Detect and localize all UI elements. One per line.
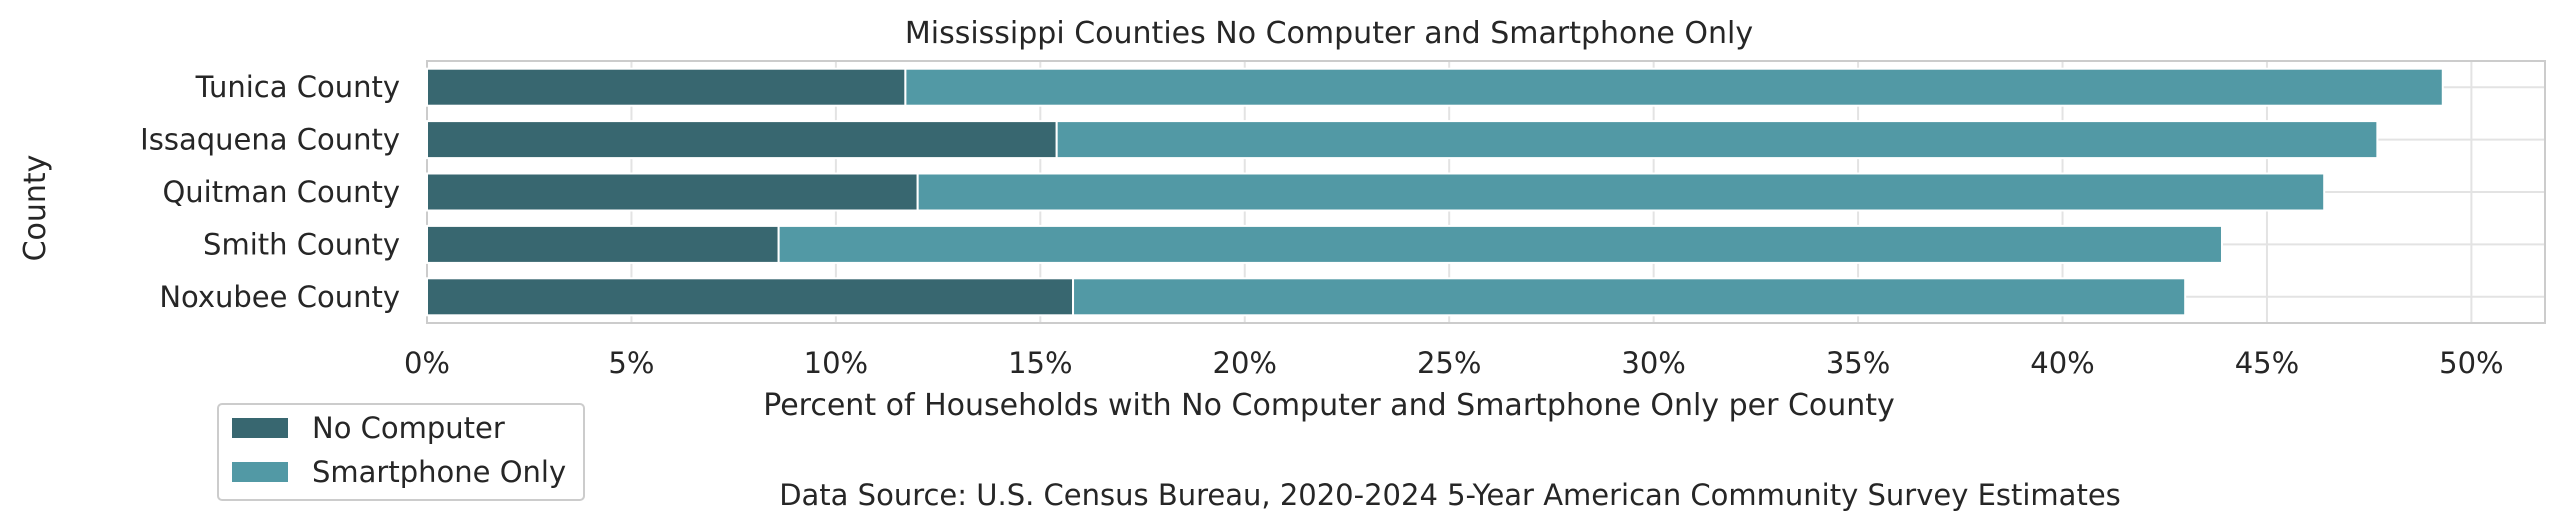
y-tick-label: Issaquena County [140,123,400,157]
x-tick-label: 40% [2030,346,2094,380]
bar-smartphone-only [1055,120,2379,160]
bars [426,67,2444,317]
x-tick-label: 10% [804,346,868,380]
y-axis-label: County [18,155,53,262]
chart-title: Mississippi Counties No Computer and Sma… [905,16,1753,51]
legend-swatch-smartphone-only [232,462,288,482]
legend-swatch-no-computer [232,418,288,438]
x-tick-label: 50% [2439,346,2503,380]
x-tick-labels: 0% 5% 10% 15% 20% 25% 30% 35% 40% 45% 50% [404,346,2504,380]
legend-label-no-computer: No Computer [312,411,505,445]
bar-no-computer [426,120,1058,160]
legend-label-smartphone-only: Smartphone Only [312,455,566,489]
y-tick-label: Noxubee County [159,280,400,314]
source-note: Data Source: U.S. Census Bureau, 2020-20… [779,478,2121,512]
x-tick-label: 30% [1621,346,1685,380]
x-tick-label: 0% [404,346,450,380]
x-tick-label: 20% [1213,346,1277,380]
y-tick-label: Smith County [203,227,400,261]
bar-smartphone-only [777,224,2223,264]
x-tick-label: 35% [1826,346,1890,380]
x-tick-label: 45% [2235,346,2299,380]
x-tick-label: 15% [1008,346,1072,380]
x-tick-label: 25% [1417,346,1481,380]
legend: No Computer Smartphone Only [217,403,585,501]
bar-smartphone-only [904,67,2444,107]
bar-smartphone-only [1072,277,2187,317]
x-tick-label: 5% [608,346,654,380]
bar-no-computer [426,277,1075,317]
x-axis-label: Percent of Households with No Computer a… [763,388,1895,423]
bar-smartphone-only [916,172,2326,212]
bar-no-computer [426,172,919,212]
y-tick-label: Quitman County [162,175,400,209]
y-tick-label: Tunica County [195,70,400,104]
bar-no-computer [426,224,780,264]
bar-no-computer [426,67,907,107]
legend-frame [217,403,585,501]
y-tick-labels: Tunica County Issaquena County Quitman Cou… [140,70,400,314]
